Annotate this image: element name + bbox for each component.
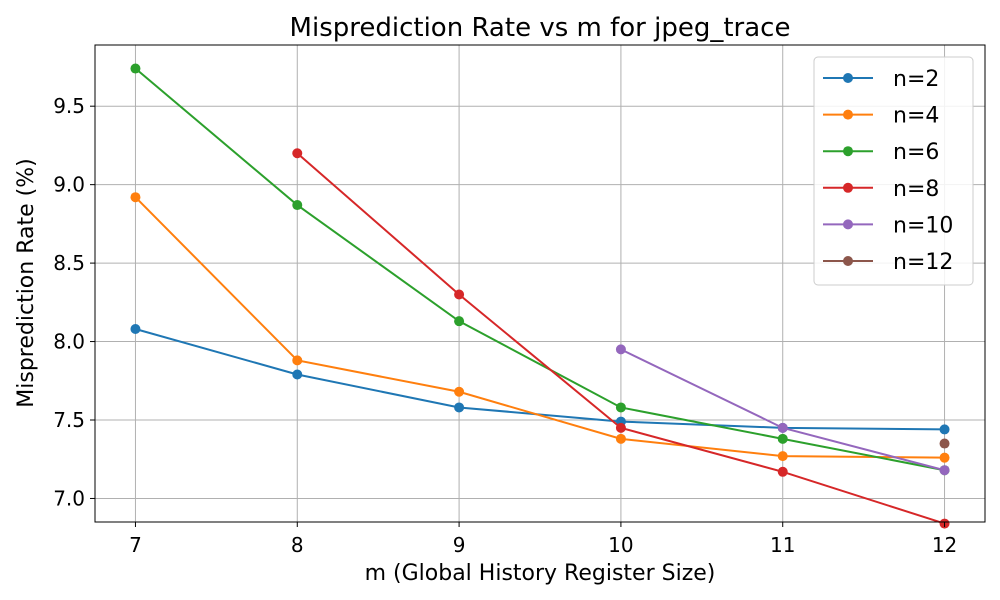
data-point [615,433,626,444]
series-layer [130,63,950,529]
y-axis-title: Misprediction Rate (%) [14,158,39,407]
legend-item: n=6 [823,140,939,165]
y-axis: 7.0 7.5 8.0 8.5 9.0 9.5 [53,94,95,510]
x-tick-label: 8 [291,533,304,557]
y-tick-label: 8.5 [53,251,85,275]
legend-item: n=4 [823,104,939,129]
series-n-2 [130,324,950,435]
data-point [615,344,626,355]
y-tick-label: 7.0 [53,486,85,510]
data-point [130,324,141,335]
x-tick-label: 12 [932,533,957,557]
legend-marker [843,182,853,193]
x-axis: 7 8 9 10 11 12 [129,522,957,557]
legend-label: n=10 [893,213,953,238]
data-point [777,451,788,462]
y-tick-label: 9.5 [53,94,85,118]
legend-marker [843,256,853,266]
data-point [939,452,950,463]
data-point [130,192,141,203]
series-n-10 [615,344,950,476]
data-point [939,465,950,476]
data-point [454,289,465,300]
legend-label: n=12 [893,250,953,275]
data-point [292,200,303,211]
legend-label: n=6 [893,140,939,165]
data-point [292,369,303,380]
data-point [777,433,788,444]
series-line [134,196,945,459]
plot-frame [94,44,986,523]
chart-title: Misprediction Rate vs m for jpeg_trace [290,13,791,43]
data-point [292,148,303,159]
data-point [130,63,141,74]
data-point [939,424,950,435]
series-n-4 [130,192,950,463]
legend-item: n=2 [823,67,939,92]
y-tick-label: 7.5 [53,408,85,432]
series-line [134,67,945,472]
legend-item: n=12 [823,250,953,275]
data-point [615,402,626,413]
data-point [939,438,950,449]
x-axis-title: m (Global History Register Size) [365,561,716,586]
data-point [292,355,303,366]
legend-item: n=8 [823,177,939,202]
x-tick-label: 9 [453,533,466,557]
data-point [777,422,788,433]
series-n-12 [939,438,950,449]
data-point [615,422,626,433]
data-point [454,316,465,327]
legend-marker [843,109,853,120]
x-tick-label: 10 [608,533,633,557]
legend-label: n=8 [893,177,939,202]
y-tick-label: 8.0 [53,330,85,354]
legend-marker [843,146,853,157]
series-n-8 [292,148,950,529]
y-tick-label: 9.0 [53,173,85,197]
legend: n=2 n=4 n=6 n=8 n=10 n=12 [813,56,974,286]
legend-label: n=4 [893,104,939,129]
legend-item: n=10 [823,213,953,238]
data-point [454,402,465,413]
x-tick-label: 11 [770,533,795,557]
x-tick-label: 7 [129,533,142,557]
data-point [454,386,465,397]
legend-label: n=2 [893,67,939,92]
legend-marker [843,219,853,230]
data-point [777,466,788,477]
legend-marker [843,73,853,83]
